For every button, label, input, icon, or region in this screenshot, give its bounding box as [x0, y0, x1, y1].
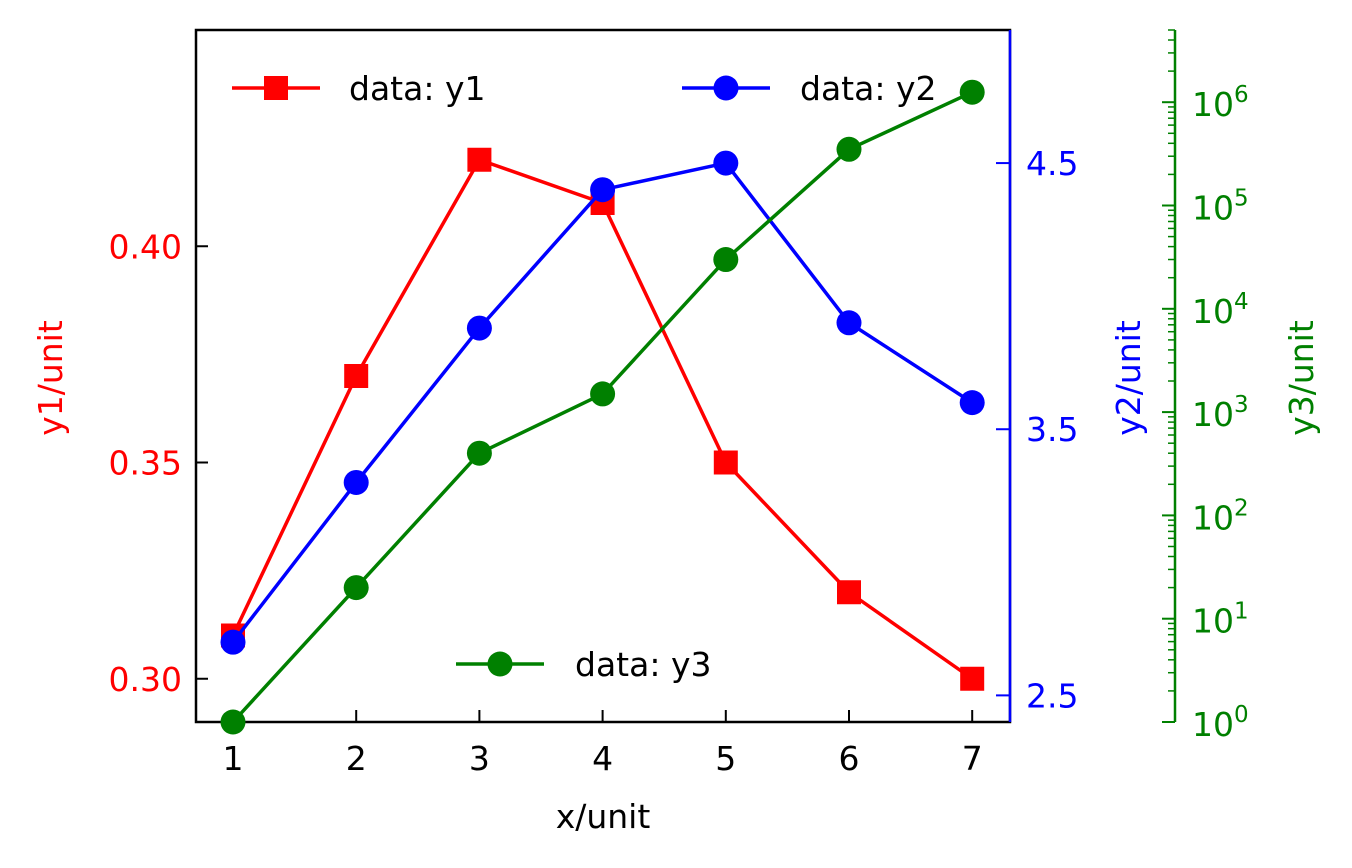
legend-marker	[487, 651, 513, 677]
series-layer	[220, 79, 985, 735]
y2-axis-title: y2/unit	[1109, 320, 1148, 436]
data-point	[960, 666, 985, 691]
series-3	[220, 79, 985, 735]
y3-tick-label: 105	[1192, 186, 1249, 228]
data-point	[959, 390, 985, 416]
legend: data: y1 data: y2 data: y3	[232, 69, 936, 684]
legend-marker	[713, 75, 739, 101]
y3-tick-label: 100	[1192, 702, 1249, 744]
series-2	[220, 150, 985, 655]
legend-label: data: y1	[349, 69, 485, 108]
y2-tick-label: 2.5	[1026, 676, 1078, 715]
y1-tick-label: 0.40	[109, 227, 182, 266]
x-tick-label: 6	[839, 739, 860, 778]
data-point	[343, 575, 369, 601]
data-point	[344, 364, 369, 388]
y3-tick-label: 106	[1192, 82, 1249, 124]
legend-marker	[264, 76, 288, 100]
y2-tick-label: 4.5	[1026, 144, 1078, 183]
legend-entry: data: y1	[232, 69, 485, 108]
data-point	[713, 450, 738, 475]
y3-tick-label: 103	[1192, 392, 1249, 434]
data-point	[836, 136, 862, 162]
y3-tick-label: 104	[1192, 289, 1249, 331]
data-point	[959, 79, 985, 105]
axis-ticks: 1 2 3 4 5 6 7 0.30 0.35 0.40 2.5 3.5 4.5 100 101 102 103…	[109, 29, 1249, 778]
data-point	[467, 147, 492, 172]
data-point	[220, 629, 246, 655]
data-point	[466, 440, 492, 466]
legend-entry: data: y3	[456, 645, 711, 684]
y1-axis-title: y1/unit	[31, 320, 70, 436]
data-point	[343, 469, 369, 495]
data-point	[713, 247, 739, 273]
x-tick-label: 1	[223, 739, 244, 778]
y3-tick-label: 102	[1192, 495, 1249, 537]
y1-tick-label: 0.35	[109, 444, 182, 483]
legend-entry: data: y2	[682, 69, 936, 108]
x-tick-label: 3	[469, 739, 490, 778]
x-tick-label: 2	[346, 739, 367, 778]
y1-tick-label: 0.30	[109, 660, 182, 699]
data-point	[590, 381, 616, 407]
y3-tick-label: 101	[1192, 599, 1249, 641]
data-point	[713, 150, 739, 176]
data-point	[590, 177, 616, 203]
data-point	[466, 315, 492, 341]
data-point	[220, 709, 246, 735]
x-axis-title: x/unit	[556, 797, 651, 836]
legend-label: data: y3	[575, 645, 711, 684]
data-point	[836, 310, 862, 336]
x-tick-label: 7	[962, 739, 983, 778]
legend-label: data: y2	[800, 69, 936, 108]
y3-axis-title: y3/unit	[1282, 320, 1321, 436]
y2-tick-label: 3.5	[1026, 410, 1078, 449]
x-tick-label: 5	[715, 739, 736, 778]
x-tick-label: 4	[592, 739, 613, 778]
data-point	[837, 580, 861, 605]
